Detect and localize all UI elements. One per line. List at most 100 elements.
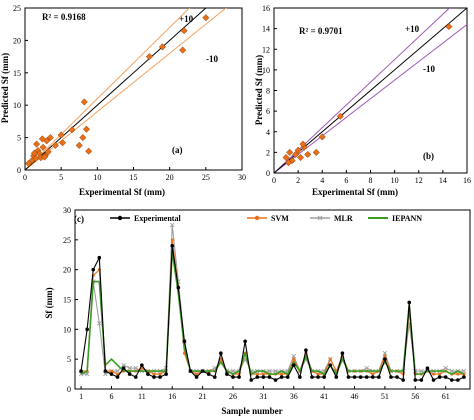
series-experimental-point [291, 363, 296, 367]
series-mlr-point [364, 365, 370, 371]
panel-b-ytick-label: 6 [266, 107, 270, 116]
series-experimental-point [152, 375, 156, 379]
panel-a-point [179, 46, 187, 54]
panel-c-ytick-label: 10 [63, 325, 71, 334]
panel-b-xtick-label: 4 [320, 176, 324, 185]
panel-c-xtick-label: 6 [109, 392, 113, 401]
series-experimental-point [413, 378, 418, 382]
series-mlr-point [267, 368, 272, 374]
series-experimental-point [395, 375, 399, 379]
panel-c-xtick-label: 31 [259, 392, 267, 401]
series-mlr-point [443, 365, 449, 371]
panel-a-point [180, 27, 188, 35]
panel-a-point [46, 134, 54, 142]
series-experimental-point [237, 375, 241, 379]
panel-a-point [57, 131, 65, 139]
panel-a-ytick-label: 20 [13, 36, 21, 45]
series-mlr-point [127, 365, 133, 371]
panel-b-ytick-label: 4 [266, 128, 270, 137]
panel-a-plot-area [25, 8, 227, 170]
panel-a-xtick-label: 5 [59, 173, 63, 182]
panel-b-point [445, 23, 453, 31]
panel-b-label: (b) [423, 151, 434, 161]
series-experimental-point [91, 267, 96, 272]
panel-a-xtick-label: 30 [238, 173, 246, 182]
panel-b-xtick-label: 12 [415, 176, 423, 185]
series-svm-point [328, 357, 332, 361]
series-mlr-point [103, 371, 108, 377]
panel-a-ytick-label: 5 [17, 134, 21, 143]
panel-b-point [318, 133, 326, 141]
panel-b-fit-line [274, 8, 467, 173]
series-svm-point [316, 372, 320, 376]
panel-c-xtick-label: 56 [411, 392, 419, 401]
series-experimental-point [334, 375, 339, 379]
legend-experimental-label: Experimental [134, 214, 181, 223]
panel-b-plus10-label: +10 [405, 24, 420, 34]
series-experimental-point [79, 369, 83, 373]
series-experimental-point [109, 372, 114, 376]
panel-a-point [30, 149, 38, 157]
series-mlr-point [461, 368, 467, 374]
series-experimental-point [188, 369, 193, 373]
series-svm-point [195, 372, 199, 376]
series-experimental-point [176, 285, 181, 290]
panel-c-ytick-label: 15 [63, 296, 71, 305]
series-experimental-point [377, 375, 381, 379]
series-experimental-point [419, 378, 424, 382]
panel-b-plus10-line [274, 8, 451, 173]
panel-c-label: (c) [74, 214, 84, 224]
panel-b-xtick-label: 8 [369, 176, 373, 185]
panel-a-point [82, 125, 91, 133]
panel-b-xtick-label: 16 [463, 176, 471, 185]
panel-c-xtick-label: 1 [79, 392, 83, 401]
panel-b-minus10-line [274, 24, 467, 173]
series-experimental-point [456, 378, 460, 382]
series-experimental-point [267, 375, 272, 379]
legend-svm-label: SVM [271, 214, 289, 223]
panel-b-ytick-label: 8 [266, 87, 270, 96]
series-mlr-point [84, 371, 90, 377]
panel-a-point [68, 126, 76, 134]
series-experimental-point [358, 375, 363, 379]
series-svm-point [383, 354, 387, 358]
panel-b-point [286, 148, 294, 156]
panel-a-xtick-label: 15 [130, 173, 138, 182]
panel-a-point [51, 141, 59, 149]
series-experimental-point [273, 378, 278, 382]
panel-a-xtick-label: 25 [202, 173, 210, 182]
panel-a-xlabel: Experimental Sf (mm) [79, 187, 165, 197]
panel-b-xtick-label: 0 [272, 176, 276, 185]
series-experimental-line [80, 245, 465, 381]
panel-c: (c) Sample number Sf (mm) Experimental SV… [44, 206, 471, 416]
legend-mlr-label: MLR [334, 214, 353, 223]
series-svm-point [219, 357, 223, 361]
series-experimental-point [225, 372, 229, 376]
panel-b-ytick-label: 12 [262, 45, 270, 54]
series-experimental-point [383, 357, 387, 361]
panel-a-point [145, 53, 153, 61]
panel-c-xtick-label: 41 [320, 392, 328, 401]
series-experimental-point [437, 375, 442, 379]
panel-a-plus10-label: +10 [179, 14, 194, 24]
series-experimental-point [231, 375, 235, 379]
panel-b-xtick-label: 2 [296, 176, 300, 185]
series-experimental-point [285, 375, 290, 379]
panel-b-minus10-label: -10 [423, 64, 435, 74]
series-experimental-point [97, 255, 102, 260]
series-mlr-line [81, 224, 464, 375]
panel-a-point [38, 135, 46, 143]
panel-c-legend: Experimental SVM MLR IEPANN [110, 214, 422, 223]
panel-b-point [299, 140, 307, 148]
series-svm-point [292, 357, 296, 361]
series-experimental-point [352, 375, 357, 379]
panel-b-r2: R² = 0.9701 [299, 26, 343, 36]
series-experimental-point [133, 375, 138, 379]
series-experimental-point [243, 339, 247, 344]
panel-c-xtick-label: 11 [138, 392, 146, 401]
panel-c-xtick-label: 51 [381, 392, 389, 401]
panel-c-xlabel: Sample number [221, 406, 282, 416]
series-experimental-point [158, 375, 162, 379]
series-experimental-point [121, 366, 126, 370]
panel-a-point [39, 143, 47, 151]
